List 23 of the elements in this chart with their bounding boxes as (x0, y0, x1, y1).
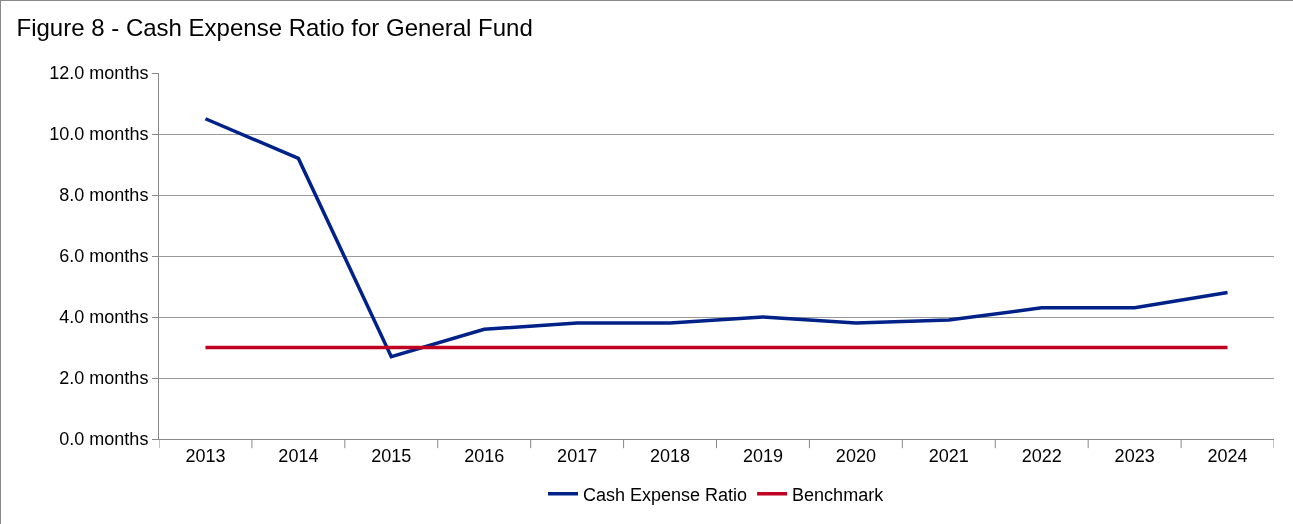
y-tick-label: 8.0 months (59, 185, 149, 206)
legend-label: Cash Expense Ratio (583, 484, 748, 505)
line-series (203, 117, 1230, 359)
y-tick-label: 10.0 months (49, 124, 149, 145)
x-tick-label: 2019 (742, 445, 783, 466)
x-tick-label: 2015 (371, 445, 412, 466)
y-tick-label: 2.0 months (59, 368, 149, 389)
x-tick-label: 2024 (1207, 445, 1248, 466)
x-tick-label: 2020 (835, 445, 876, 466)
x-tick-label: 2014 (278, 445, 319, 466)
x-tick-label: 2017 (557, 445, 598, 466)
y-tick-label: 6.0 months (59, 246, 149, 267)
x-tick-label: 2022 (1021, 445, 1062, 466)
y-tick-label: 0.0 months (59, 429, 149, 450)
x-tick-label: 2013 (185, 445, 226, 466)
x-tick-label: 2016 (464, 445, 505, 466)
x-tick-label: 2021 (928, 445, 969, 466)
y-tick-label: 4.0 months (59, 307, 149, 328)
x-tick-label: 2023 (1114, 445, 1155, 466)
chart-title: Figure 8 - Cash Expense Ratio for General Fund (16, 14, 533, 42)
y-tick-label: 12.0 months (49, 63, 149, 84)
x-tick-label: 2018 (650, 445, 691, 466)
legend-label: Benchmark (792, 484, 885, 505)
